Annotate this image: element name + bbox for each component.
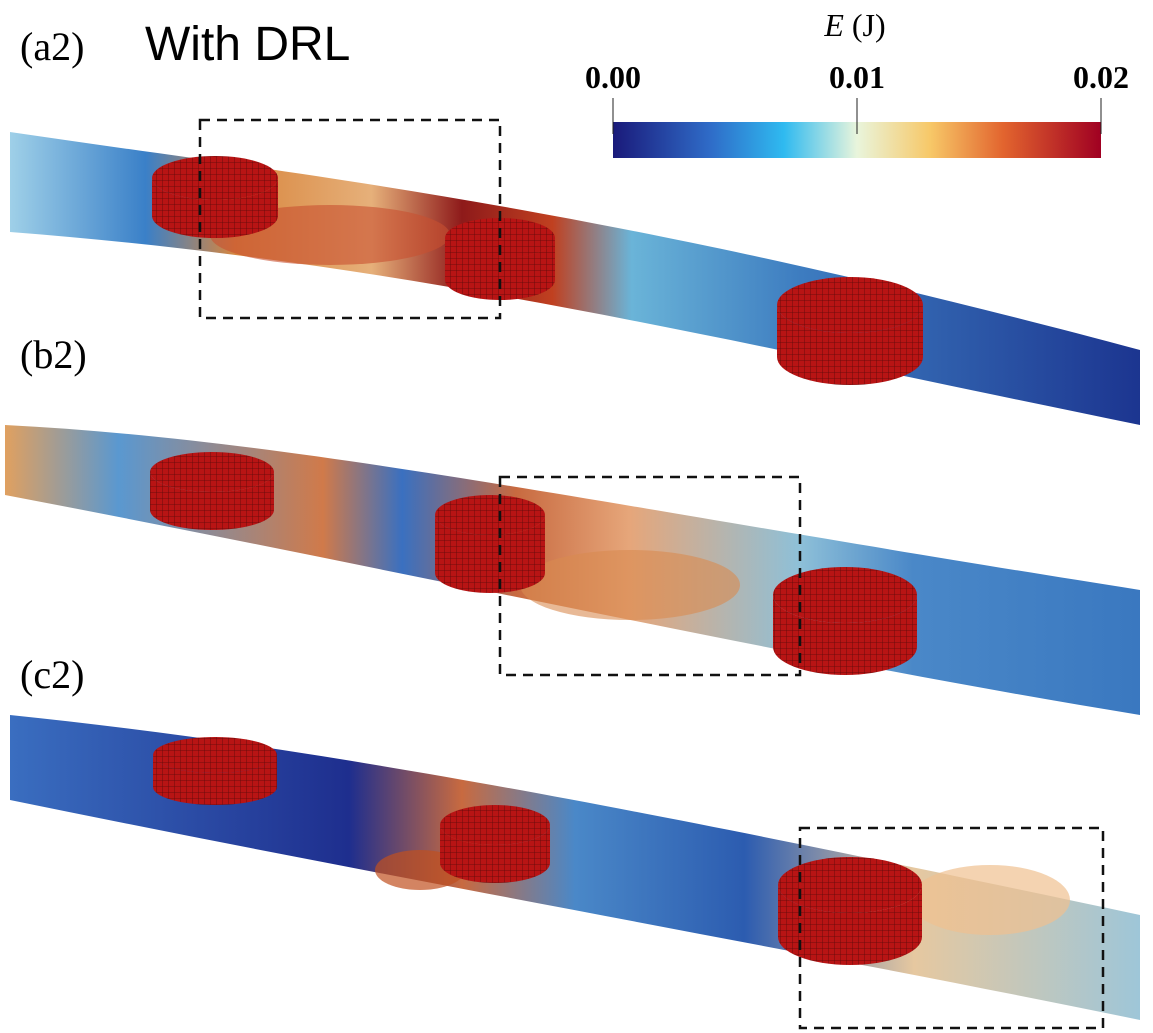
cylinder-side [152,178,278,238]
cylinder-top [778,857,922,913]
cylinder-side [777,305,923,385]
cylinder-side [435,515,545,593]
cylinder-top [152,156,278,200]
cylinder-top [150,452,274,492]
colorbar-label: E (J) [823,7,885,43]
dashed-boxes [198,118,1105,1030]
cylinders [150,156,923,965]
box [198,118,502,320]
panel-label: (a2) [20,24,84,69]
cylinder-top [773,567,917,623]
field-blob [910,865,1070,935]
cylinder-top [153,737,277,773]
cylinder-top [440,805,550,845]
cylinder-top [777,277,923,333]
tick-label: 0.00 [585,59,641,95]
cylinder-side [773,595,917,675]
cylinder-side [150,472,274,530]
box [498,475,802,677]
cylinder-side [778,885,922,965]
panel-label: (c2) [20,652,84,697]
cylinder-side [153,755,277,805]
symbol: E [823,7,844,43]
unit: (J) [852,7,886,43]
panel-label: (b2) [20,332,87,377]
title: With DRL [145,18,350,71]
box [798,826,1105,1030]
cylinder-top [435,495,545,535]
field-blob [520,550,740,620]
tick-label: 0.02 [1073,59,1129,95]
tick-label: 0.01 [829,59,885,95]
colorbar: E (J) 0.00 0.01 0.02 [585,7,1129,158]
cylinder-side [440,825,550,883]
